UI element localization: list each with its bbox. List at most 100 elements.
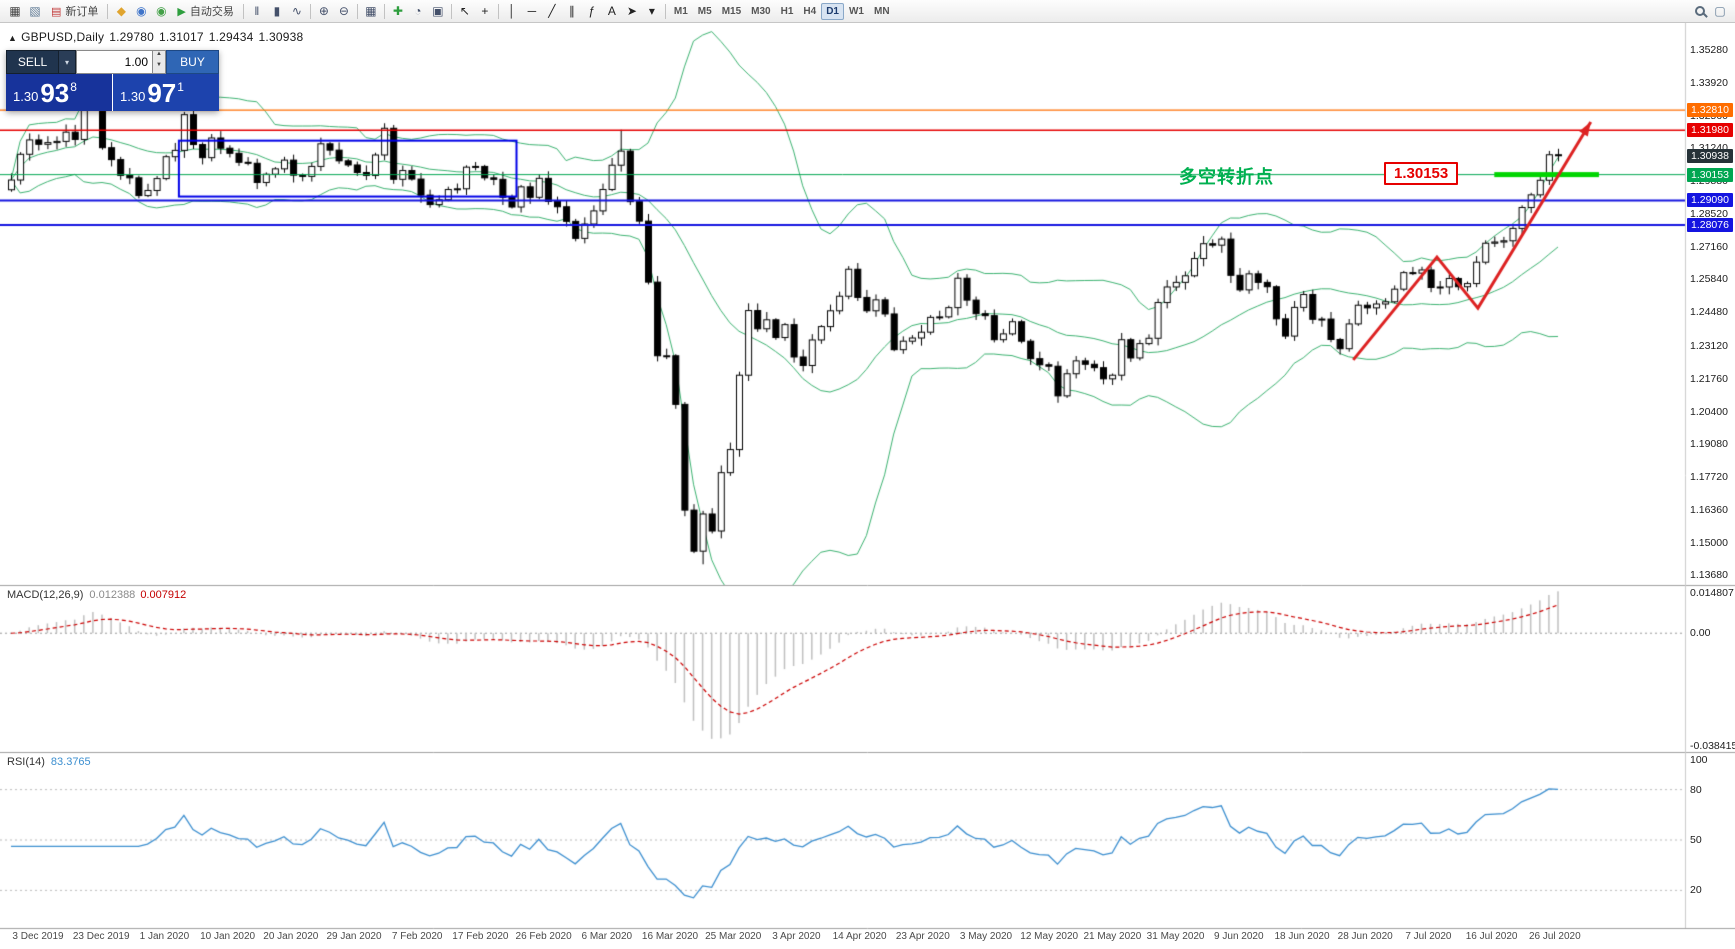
tile-windows-icon: ▦ bbox=[365, 4, 377, 18]
chart-title: ▲ GBPUSD,Daily 1.29780 1.31017 1.29434 1.3093… bbox=[8, 30, 308, 44]
zoom-in-icon: ⊕ bbox=[318, 4, 329, 18]
crosshair-icon: + bbox=[481, 4, 489, 18]
text-icon[interactable]: A bbox=[602, 2, 622, 21]
turning-point-annotation[interactable]: 多空转折点 bbox=[1179, 167, 1274, 187]
candlestick-chart-icon[interactable]: ▮ bbox=[267, 2, 287, 21]
new-order-button-label: 新订单 bbox=[65, 6, 99, 18]
toolbar-separator bbox=[383, 3, 385, 19]
zoom-out-icon[interactable]: ⊖ bbox=[334, 2, 354, 21]
timeframe-m15[interactable]: M15 bbox=[721, 5, 742, 17]
ohlc-high: 1.31017 bbox=[158, 30, 204, 44]
volume-stepper[interactable]: ▲ ▼ bbox=[153, 50, 166, 74]
toolbar-separator bbox=[242, 3, 244, 19]
trendline-icon[interactable]: ╱ bbox=[542, 2, 562, 21]
fibonacci-icon[interactable]: ƒ bbox=[582, 2, 602, 21]
ask-price-button[interactable]: 1.30 97 1 bbox=[113, 74, 219, 111]
auto-trading-button-label: 自动交易 bbox=[189, 6, 234, 18]
arrow-objects-icon[interactable]: ➤ bbox=[622, 2, 642, 21]
community-icon: ◉ bbox=[156, 4, 167, 18]
zoom-in-icon[interactable]: ⊕ bbox=[314, 2, 334, 21]
rsi-header: RSI(14) 83.3765 bbox=[7, 756, 91, 768]
toolbar-separator bbox=[450, 3, 452, 19]
timeframe-d1[interactable]: D1 bbox=[821, 2, 844, 20]
auto-trading-button[interactable]: ▶ 自动交易 bbox=[171, 2, 239, 21]
tile-windows-icon[interactable]: ▦ bbox=[361, 2, 381, 21]
rsi-name: RSI(14) bbox=[7, 756, 45, 768]
timeframe-m5[interactable]: M5 bbox=[697, 5, 712, 17]
bar-chart-icon[interactable]: ǁ bbox=[247, 2, 267, 21]
metaeditor-icon: ◆ bbox=[116, 4, 127, 18]
bid-prefix: 1.30 bbox=[13, 88, 39, 104]
spin-down-icon[interactable]: ▼ bbox=[156, 62, 162, 68]
price-annotation-box[interactable]: 1.30153 bbox=[1384, 162, 1459, 185]
ohlc-open: 1.29780 bbox=[109, 30, 154, 44]
market-icon: ◉ bbox=[136, 4, 147, 18]
indicators-icon[interactable]: ✚ bbox=[388, 2, 408, 21]
timeframe-h4[interactable]: H4 bbox=[803, 5, 817, 17]
vertical-line-icon[interactable]: │ bbox=[502, 2, 522, 21]
fullscreen-icon[interactable]: ▢ bbox=[1710, 2, 1730, 21]
bar-chart-icon: ǁ bbox=[254, 4, 260, 18]
fullscreen-icon: ▢ bbox=[1714, 4, 1726, 18]
timeframe-h1[interactable]: H1 bbox=[780, 5, 794, 17]
new-order-icon: ▤ bbox=[51, 5, 62, 18]
toolbar-separator bbox=[107, 3, 109, 19]
toolbar-separator bbox=[356, 3, 358, 19]
chevron-down-icon: ▾ bbox=[64, 57, 69, 67]
market-icon[interactable]: ◉ bbox=[131, 2, 151, 21]
buy-button[interactable]: BUY bbox=[166, 50, 219, 74]
ohlc-close: 1.30938 bbox=[258, 30, 304, 44]
fibonacci-icon: ƒ bbox=[588, 4, 596, 18]
periods-icon: ◔ bbox=[414, 4, 422, 18]
timeframe-m30[interactable]: M30 bbox=[751, 5, 771, 17]
toolbar-separator bbox=[664, 3, 666, 19]
search-icon bbox=[1695, 6, 1705, 16]
templates-icon[interactable]: ▣ bbox=[428, 2, 448, 21]
chart-profiles-icon: ▧ bbox=[29, 4, 41, 18]
bid-point: 8 bbox=[70, 79, 77, 94]
vertical-line-icon: │ bbox=[508, 4, 516, 18]
ask-prefix: 1.30 bbox=[120, 88, 146, 104]
toolbar: ▦ ▧ ▤ 新订单 ◆ ◉ ◉ ▶ 自动交易 ǁ ▮ ∿ ⊕ ⊖ ▦ ✚ ◔ ▣ ↖ + │ ─ ╱ ∥ ƒ A ➤ ▾ M1 M5 M15… bbox=[0, 0, 1735, 23]
cursor-icon[interactable]: ↖ bbox=[455, 2, 475, 21]
equidistant-channel-icon[interactable]: ∥ bbox=[562, 2, 582, 21]
cursor-icon: ↖ bbox=[459, 4, 470, 18]
periods-icon[interactable]: ◔ bbox=[408, 2, 428, 21]
indicators-icon: ✚ bbox=[392, 4, 403, 18]
zoom-out-icon: ⊖ bbox=[338, 4, 349, 18]
new-chart-icon[interactable]: ▦ bbox=[5, 2, 25, 21]
line-chart-icon[interactable]: ∿ bbox=[287, 2, 307, 21]
candlestick-chart-icon: ▮ bbox=[273, 4, 281, 18]
chart-profiles-icon[interactable]: ▧ bbox=[25, 2, 45, 21]
objects-dropdown-icon[interactable]: ▾ bbox=[642, 2, 662, 21]
timeframe-m1[interactable]: M1 bbox=[673, 5, 688, 17]
objects-dropdown-icon: ▾ bbox=[648, 4, 655, 18]
macd-main-value: 0.012388 bbox=[89, 589, 136, 601]
symbol-name: GBPUSD,Daily bbox=[21, 30, 105, 44]
macd-header: MACD(12,26,9) 0.012388 0.007912 bbox=[7, 589, 186, 601]
timeframe-w1[interactable]: W1 bbox=[848, 5, 864, 17]
arrow-objects-icon: ➤ bbox=[626, 4, 637, 18]
line-chart-icon: ∿ bbox=[291, 4, 302, 18]
horizontal-line-icon: ─ bbox=[527, 4, 537, 18]
horizontal-line-icon[interactable]: ─ bbox=[522, 2, 542, 21]
community-icon[interactable]: ◉ bbox=[151, 2, 171, 21]
metaeditor-icon[interactable]: ◆ bbox=[111, 2, 131, 21]
volume-input[interactable] bbox=[76, 50, 153, 74]
crosshair-icon[interactable]: + bbox=[475, 2, 495, 21]
new-chart-icon: ▦ bbox=[9, 4, 21, 18]
toolbar-separator bbox=[309, 3, 311, 19]
play-icon: ▶ bbox=[177, 5, 186, 18]
chart-canvas[interactable] bbox=[0, 23, 1735, 949]
ask-pips: 97 bbox=[147, 77, 177, 108]
new-order-button[interactable]: ▤ 新订单 bbox=[45, 2, 104, 21]
collapse-toggle-icon[interactable]: ▲ bbox=[8, 33, 18, 43]
order-type-dropdown[interactable]: ▾ bbox=[59, 50, 76, 74]
bid-pips: 93 bbox=[40, 77, 70, 108]
bid-price-button[interactable]: 1.30 93 8 bbox=[6, 74, 113, 111]
timeframe-mn[interactable]: MN bbox=[873, 5, 890, 17]
sell-button[interactable]: SELL bbox=[6, 50, 59, 74]
spin-up-icon[interactable]: ▲ bbox=[156, 51, 162, 57]
search-icon[interactable] bbox=[1690, 2, 1710, 21]
macd-name: MACD(12,26,9) bbox=[7, 589, 84, 601]
